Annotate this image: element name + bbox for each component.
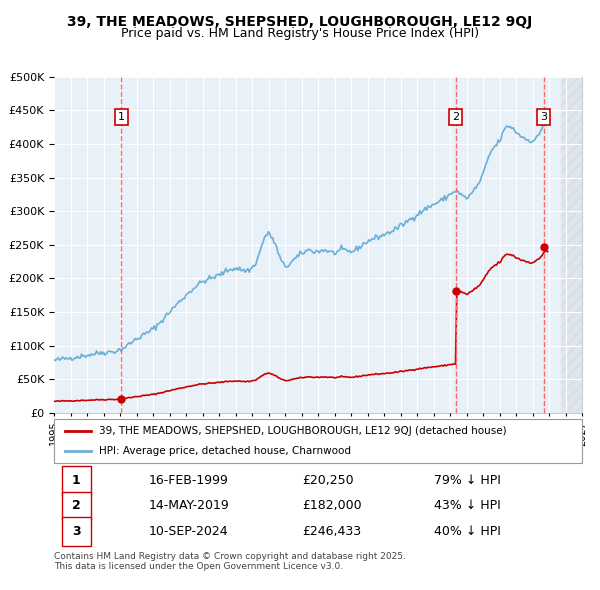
Text: 3: 3 — [540, 112, 547, 122]
Text: 43% ↓ HPI: 43% ↓ HPI — [434, 499, 501, 513]
Text: 1: 1 — [72, 474, 80, 487]
Text: £246,433: £246,433 — [302, 525, 361, 538]
Bar — [562, 77, 582, 413]
Text: 1: 1 — [118, 112, 125, 122]
Text: HPI: Average price, detached house, Charnwood: HPI: Average price, detached house, Char… — [99, 446, 351, 455]
Text: 39, THE MEADOWS, SHEPSHED, LOUGHBOROUGH, LE12 9QJ: 39, THE MEADOWS, SHEPSHED, LOUGHBOROUGH,… — [67, 15, 533, 29]
Text: Contains HM Land Registry data © Crown copyright and database right 2025.
This d: Contains HM Land Registry data © Crown c… — [54, 552, 406, 571]
FancyBboxPatch shape — [62, 466, 91, 495]
Text: 40% ↓ HPI: 40% ↓ HPI — [434, 525, 501, 538]
Text: 39, THE MEADOWS, SHEPSHED, LOUGHBOROUGH, LE12 9QJ (detached house): 39, THE MEADOWS, SHEPSHED, LOUGHBOROUGH,… — [99, 427, 506, 436]
FancyBboxPatch shape — [62, 491, 91, 520]
FancyBboxPatch shape — [54, 419, 582, 463]
Text: 79% ↓ HPI: 79% ↓ HPI — [434, 474, 501, 487]
Text: 14-MAY-2019: 14-MAY-2019 — [149, 499, 230, 513]
Text: 16-FEB-1999: 16-FEB-1999 — [149, 474, 229, 487]
FancyBboxPatch shape — [62, 517, 91, 546]
Text: 2: 2 — [452, 112, 459, 122]
Text: 10-SEP-2024: 10-SEP-2024 — [149, 525, 229, 538]
Text: Price paid vs. HM Land Registry's House Price Index (HPI): Price paid vs. HM Land Registry's House … — [121, 27, 479, 40]
Text: £20,250: £20,250 — [302, 474, 354, 487]
Text: 3: 3 — [72, 525, 80, 538]
Text: 2: 2 — [72, 499, 80, 513]
Text: £182,000: £182,000 — [302, 499, 362, 513]
